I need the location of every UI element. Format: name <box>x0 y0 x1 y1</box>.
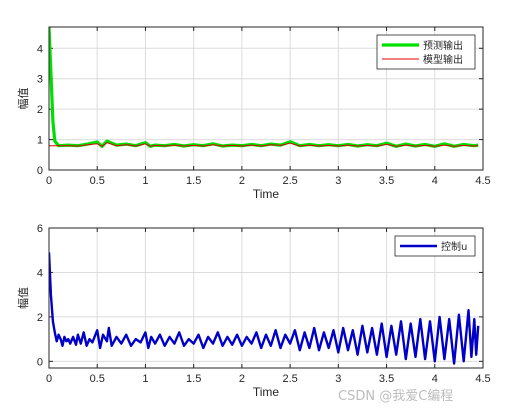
x-tick-label: 1 <box>142 175 148 187</box>
x-tick-label: 1.5 <box>186 175 201 187</box>
x-tick-label: 3 <box>335 175 341 187</box>
x-tick-label: 0 <box>46 175 52 187</box>
control-plot: 0 0.5 1 1.5 2 2.5 3 3.5 4 4.5 0 2 4 6 Time 幅值 控制u <box>17 223 491 399</box>
x-tick-label: 1 <box>142 373 148 385</box>
watermark: CSDN @我爱C编程 <box>338 389 453 404</box>
y-tick-label: 4 <box>37 43 43 55</box>
y-tick-label: 0 <box>37 356 43 368</box>
x-tick-label: 2.5 <box>282 175 297 187</box>
x-tick-label: 4.5 <box>475 373 490 385</box>
x-tick-label: 4.5 <box>475 175 490 187</box>
axes-frame <box>48 227 484 369</box>
series-line <box>49 142 479 147</box>
legend-label: 模型输出 <box>423 53 463 66</box>
x-tick-label: 3 <box>335 373 341 385</box>
x-tick-label: 0.5 <box>90 373 105 385</box>
y-tick-label: 0 <box>37 165 43 177</box>
y-tick-label: 1 <box>37 135 43 147</box>
y-tick-label: 3 <box>37 74 43 86</box>
x-tick-label: 1.5 <box>186 373 201 385</box>
x-axis-label: Time <box>253 385 280 399</box>
x-tick-label: 2 <box>239 175 245 187</box>
x-tick-label: 0.5 <box>90 175 105 187</box>
y-tick-label: 6 <box>37 223 43 235</box>
y-tick-label: 4 <box>37 267 43 279</box>
legend-label: 控制u <box>441 240 467 253</box>
x-tick-label: 0 <box>46 373 52 385</box>
x-axis-label: Time <box>253 187 280 201</box>
y-axis-label: 幅值 <box>17 88 30 110</box>
x-tick-label: 3.5 <box>379 373 394 385</box>
legend-label: 预测输出 <box>423 39 463 52</box>
y-axis-label: 幅值 <box>17 287 30 309</box>
x-tick-label: 2.5 <box>282 373 297 385</box>
y-tick-label: 2 <box>37 312 43 324</box>
y-tick-label: 2 <box>37 104 43 116</box>
x-tick-label: 4 <box>432 373 438 385</box>
axes-frame <box>48 26 484 171</box>
series-line <box>49 252 480 365</box>
x-tick-label: 2 <box>239 373 245 385</box>
x-tick-label: 3.5 <box>379 175 394 187</box>
legend-box <box>376 34 476 70</box>
x-tick-label: 4 <box>432 175 438 187</box>
